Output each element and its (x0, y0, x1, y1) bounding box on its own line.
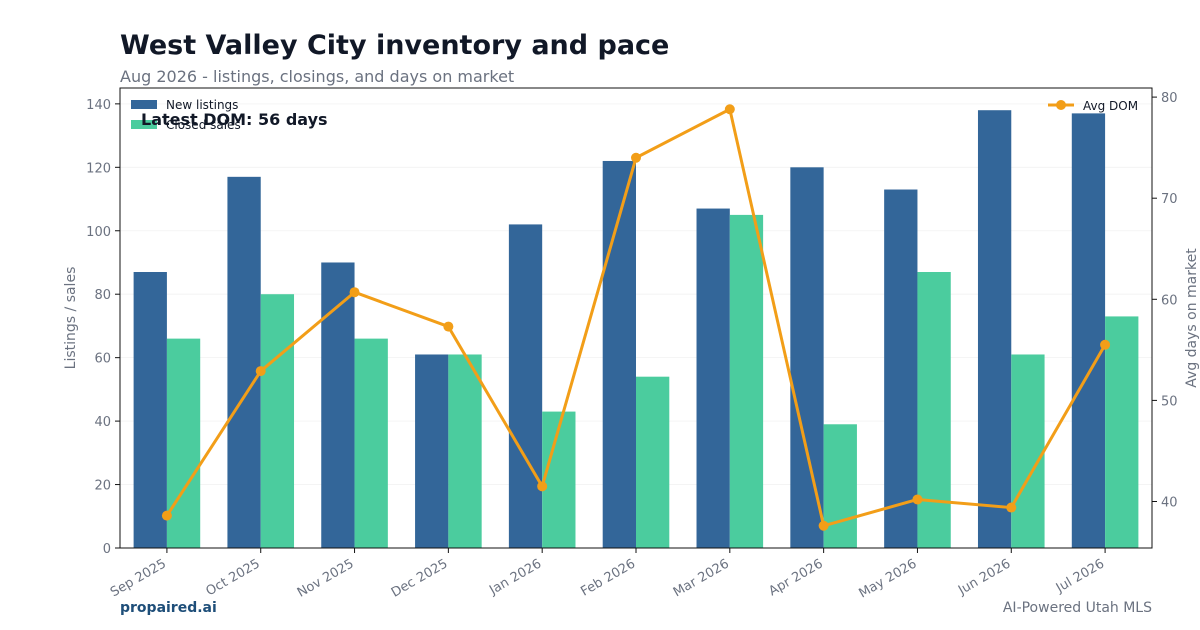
avg-dom-point-1 (255, 366, 266, 377)
avg-dom-point-10 (1100, 339, 1111, 350)
bar-closed-sales-6 (729, 214, 764, 548)
bar-closed-sales-10 (1105, 316, 1139, 548)
legend-line-marker (1056, 100, 1066, 110)
right-tick-label: 80 (1161, 91, 1178, 106)
bar-new-listings-0 (133, 272, 167, 548)
x-tick-label: Sep 2025 (108, 556, 169, 600)
avg-dom-point-3 (443, 321, 454, 332)
attribution-footer: AI-Powered Utah MLS (1002, 600, 1152, 616)
bar-closed-sales-4 (542, 411, 576, 548)
left-tick-label: 60 (94, 352, 111, 367)
y2-axis-label: Avg days on market (1184, 248, 1200, 388)
legend-swatch-1 (131, 120, 157, 129)
legend-label-0: New listings (166, 98, 238, 112)
x-tick-label: Oct 2025 (204, 556, 263, 599)
dom-line (161, 104, 1111, 531)
x-tick-label: Mar 2026 (671, 556, 732, 600)
legend-swatch-0 (131, 100, 157, 109)
bar-new-listings-7 (790, 167, 824, 548)
bar-closed-sales-3 (448, 354, 482, 548)
right-tick-label: 40 (1161, 495, 1178, 510)
avg-dom-point-7 (818, 520, 829, 531)
chart-title: West Valley City inventory and pace (120, 30, 670, 61)
bar-closed-sales-8 (917, 272, 951, 548)
avg-dom-point-4 (537, 481, 548, 492)
right-tick-label: 60 (1161, 293, 1178, 308)
legend-label-1: Closed sales (166, 118, 241, 132)
bar-closed-sales-2 (354, 338, 388, 548)
right-tick-label: 70 (1161, 192, 1178, 207)
left-tick-label: 120 (86, 161, 111, 176)
bars (133, 110, 1139, 549)
left-tick-label: 0 (103, 542, 111, 557)
x-tick-label: Nov 2025 (295, 556, 357, 600)
bar-new-listings-4 (508, 224, 543, 548)
legends: New listings Closed sales Avg DOM (131, 98, 1138, 132)
brand-footer: propaired.ai (120, 600, 217, 616)
avg-dom-point-8 (912, 494, 923, 505)
left-tick-label: 20 (94, 479, 111, 494)
right-tick-label: 50 (1161, 394, 1178, 409)
x-tick-label: Apr 2026 (766, 556, 825, 599)
bar-closed-sales-1 (260, 294, 295, 548)
latest-dom-annotation: Latest DOM: 56 days (141, 110, 328, 129)
left-tick-label: 80 (94, 288, 111, 303)
x-tick-label: Feb 2026 (578, 556, 638, 599)
x-tick-label: May 2026 (856, 556, 919, 601)
left-tick-label: 100 (86, 225, 111, 240)
bar-closed-sales-0 (166, 338, 201, 548)
x-tick-label: Dec 2025 (389, 556, 451, 600)
avg-dom-point-6 (724, 104, 735, 115)
chart-subtitle: Aug 2026 - listings, closings, and days … (120, 67, 515, 86)
avg-dom-point-2 (349, 287, 360, 298)
avg-dom-point-9 (1006, 502, 1017, 513)
bar-new-listings-9 (977, 110, 1012, 548)
bar-closed-sales-7 (823, 424, 857, 548)
bar-new-listings-8 (884, 189, 918, 548)
bar-new-listings-1 (227, 176, 261, 549)
x-tick-label: Jul 2026 (1053, 556, 1107, 596)
x-tick-label: Jun 2026 (955, 556, 1013, 598)
avg-dom-point-0 (161, 510, 172, 521)
avg-dom-point-5 (631, 152, 641, 163)
bar-closed-sales-9 (1011, 354, 1045, 548)
x-tick-label: Jan 2026 (486, 556, 544, 598)
y-axis-label: Listings / sales (63, 267, 79, 370)
legend-line-label: Avg DOM (1083, 99, 1138, 113)
bar-new-listings-10 (1071, 113, 1106, 549)
bar-new-listings-3 (415, 354, 449, 548)
bar-new-listings-6 (696, 208, 730, 548)
left-tick-label: 140 (86, 98, 111, 113)
left-tick-label: 40 (94, 415, 111, 430)
bar-new-listings-5 (602, 160, 636, 548)
bar-closed-sales-5 (636, 376, 670, 548)
bar-new-listings-2 (321, 262, 355, 548)
